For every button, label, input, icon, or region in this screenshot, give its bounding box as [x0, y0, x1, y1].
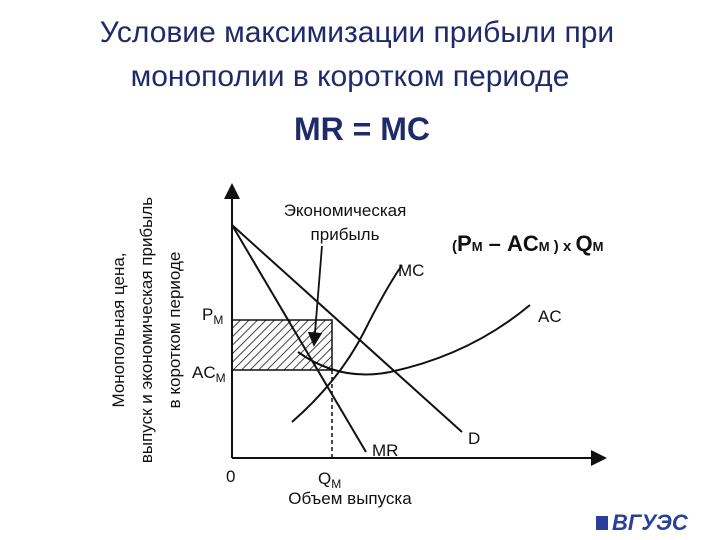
profit-label: прибыль: [311, 225, 380, 244]
price-label: PM: [202, 305, 223, 327]
curve-label: D: [468, 429, 480, 448]
label-main: AC: [192, 363, 216, 382]
label-sub: M: [213, 313, 223, 327]
curve-label: MR: [372, 441, 398, 460]
profit-arrow: [307, 245, 323, 347]
y-axis-label: Монопольная цена,: [109, 252, 128, 407]
curve-label: MC: [398, 261, 424, 280]
label-main: P: [202, 305, 213, 324]
demand-curve: [231, 224, 463, 433]
label-sub: M: [331, 477, 341, 491]
formula-sub: М: [539, 239, 550, 254]
label-sub: M: [216, 371, 226, 385]
y-axis-label: в коротком периоде: [165, 252, 184, 409]
formula-part: ) x: [550, 238, 576, 255]
condition: MR = MC: [294, 111, 430, 147]
formula-part: (: [452, 238, 457, 255]
label-main: Q: [318, 469, 331, 488]
mc-curve: [291, 264, 403, 423]
diagram: Монопольная цена, выпуск и экономическая…: [109, 183, 607, 508]
logo: ВГУЭС: [612, 510, 689, 535]
profit-label: Экономическая: [284, 201, 407, 220]
formula: (PМ – ACМ ) x QМ: [452, 231, 603, 256]
ac-level-label: ACM: [192, 363, 226, 385]
formula-sub: М: [472, 239, 483, 254]
x-axis-label: Объем выпуска: [288, 489, 412, 508]
q-label: QM: [318, 469, 341, 491]
origin-label: 0: [226, 467, 235, 486]
formula-part: Q: [575, 231, 592, 256]
title-line: Условие максимизации прибыли при: [100, 16, 614, 49]
title-line: монополии в коротком периоде: [131, 60, 570, 93]
y-axis-label: выпуск и экономическая прибыль: [137, 197, 156, 463]
formula-sub: М: [593, 239, 604, 254]
ac-curve: [297, 304, 531, 376]
logo-icon: [596, 516, 608, 530]
curve-label: AC: [538, 307, 562, 326]
mr-curve: [231, 224, 367, 453]
formula-part: P: [457, 231, 472, 256]
formula-part: – AC: [483, 231, 539, 256]
